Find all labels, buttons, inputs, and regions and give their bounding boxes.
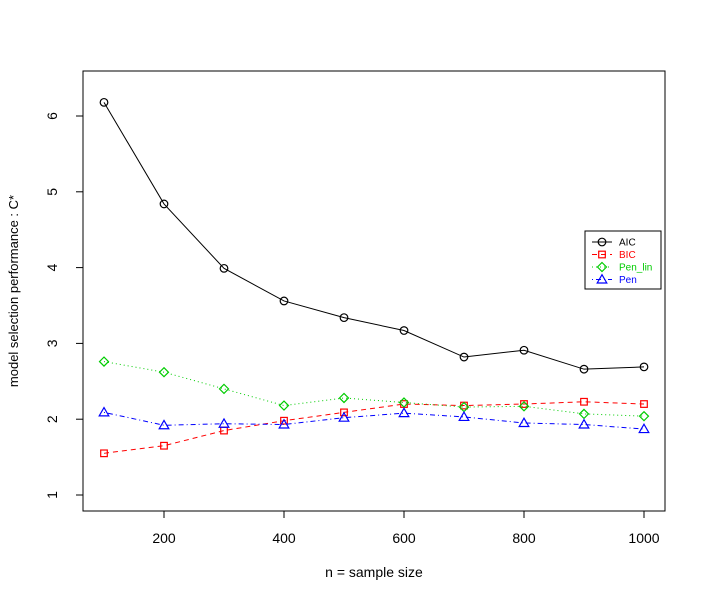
- data-point: [158, 419, 170, 430]
- data-point: [518, 400, 530, 412]
- y-tick-label: 1: [44, 491, 60, 499]
- y-axis-label: model selection performance : C*: [6, 195, 21, 387]
- x-tick-label: 800: [512, 530, 536, 546]
- series-line: [103, 102, 645, 370]
- data-point: [640, 400, 648, 408]
- data-point: [98, 406, 110, 417]
- legend-marker: [598, 250, 606, 259]
- legend-marker: [596, 273, 608, 284]
- y-tick-label: 3: [44, 339, 60, 347]
- x-tick-label: 600: [392, 530, 416, 546]
- x-tick-label: 400: [272, 530, 296, 546]
- series-line: [103, 411, 645, 430]
- data-point: [159, 199, 169, 209]
- data-point: [279, 296, 289, 306]
- y-tick-label: 2: [44, 415, 60, 423]
- data-point: [280, 416, 288, 425]
- series-line: [103, 361, 645, 417]
- data-point: [99, 97, 109, 107]
- data-point: [338, 392, 350, 404]
- series-line: [103, 401, 645, 454]
- series-layer: [98, 97, 650, 458]
- data-point: [278, 418, 290, 429]
- data-point: [158, 366, 170, 378]
- y-axis: 1 2 3 4 5 6: [44, 112, 84, 499]
- data-point: [580, 397, 588, 406]
- series-aic: [99, 97, 649, 374]
- data-point: [339, 313, 349, 323]
- data-point: [220, 426, 228, 435]
- x-tick-label: 1000: [628, 530, 659, 546]
- data-point: [579, 364, 589, 374]
- data-point: [340, 408, 348, 417]
- data-point: [458, 410, 470, 422]
- y-tick-label: 6: [44, 112, 60, 120]
- series-pen: [98, 406, 650, 434]
- y-tick-label: 4: [44, 263, 60, 271]
- data-point: [638, 423, 650, 434]
- data-point: [398, 407, 410, 418]
- data-point: [278, 400, 290, 411]
- data-point: [638, 410, 650, 422]
- data-point: [218, 383, 230, 395]
- data-point: [219, 263, 229, 273]
- legend-marker: [596, 261, 608, 273]
- x-tick-label: 200: [152, 530, 176, 546]
- legend-label: Pen: [619, 275, 637, 286]
- x-axis-label: n = sample size: [325, 564, 423, 580]
- series-pen-lin: [98, 356, 650, 422]
- data-point: [98, 356, 110, 367]
- data-point: [518, 416, 530, 428]
- series-bic: [100, 397, 648, 458]
- data-point: [578, 418, 590, 429]
- plot-frame: [82, 70, 666, 512]
- data-point: [399, 326, 409, 335]
- data-point: [100, 449, 108, 458]
- y-tick-label: 5: [44, 188, 60, 196]
- data-point: [459, 352, 469, 362]
- x-axis: 200 400 600 800 1000: [152, 510, 660, 546]
- data-point: [218, 417, 230, 428]
- data-point: [519, 345, 529, 355]
- legend-marker: [597, 237, 607, 247]
- legend-label: BIC: [619, 250, 636, 261]
- data-point: [338, 411, 350, 422]
- data-point: [160, 441, 168, 450]
- legend-label: AIC: [619, 238, 636, 249]
- data-point: [639, 362, 649, 372]
- data-point: [520, 400, 528, 408]
- data-point: [578, 408, 590, 420]
- data-point: [398, 397, 410, 408]
- legend-label: Pen_lin: [619, 263, 652, 274]
